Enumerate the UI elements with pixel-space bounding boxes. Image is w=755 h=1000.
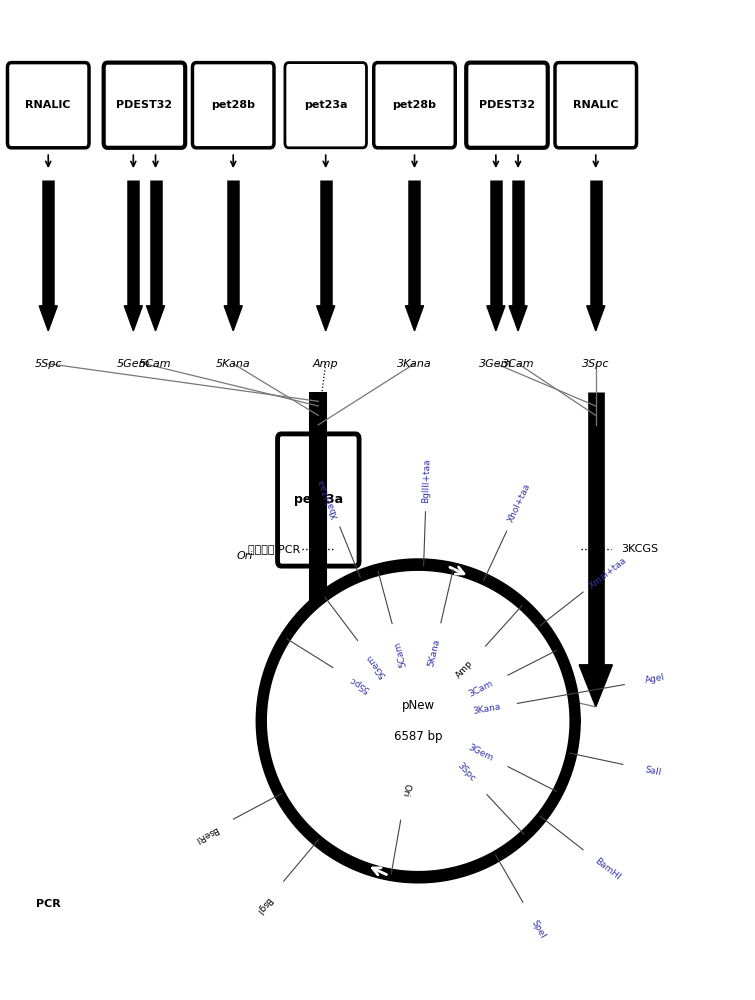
Polygon shape bbox=[39, 306, 57, 331]
Text: XbaI+taa: XbaI+taa bbox=[316, 477, 341, 519]
FancyBboxPatch shape bbox=[103, 63, 185, 148]
Text: 5Cam: 5Cam bbox=[393, 640, 408, 667]
Text: pet23a: pet23a bbox=[294, 493, 343, 506]
FancyBboxPatch shape bbox=[285, 63, 366, 148]
Polygon shape bbox=[125, 306, 143, 331]
FancyBboxPatch shape bbox=[467, 63, 548, 148]
Text: XhoI+taa: XhoI+taa bbox=[507, 482, 533, 524]
Text: RNALIC: RNALIC bbox=[573, 100, 618, 110]
Text: 5Kana: 5Kana bbox=[427, 638, 442, 668]
Text: 5SGCKA: 5SGCKA bbox=[374, 739, 418, 749]
Text: pNew: pNew bbox=[402, 699, 435, 712]
Text: BsgI: BsgI bbox=[254, 895, 273, 915]
Text: 5Kana: 5Kana bbox=[216, 359, 251, 369]
Text: 3Gem: 3Gem bbox=[479, 359, 513, 369]
Text: 3KCGS: 3KCGS bbox=[621, 544, 658, 554]
Polygon shape bbox=[146, 306, 165, 331]
Text: 3Spc: 3Spc bbox=[582, 359, 609, 369]
Text: 3Cam: 3Cam bbox=[467, 679, 494, 699]
Text: 3片段无酶克隆: 3片段无酶克隆 bbox=[359, 768, 403, 778]
Text: PCR: PCR bbox=[36, 899, 60, 909]
FancyBboxPatch shape bbox=[374, 63, 455, 148]
Text: SpeI: SpeI bbox=[529, 918, 547, 940]
Text: 5Spc: 5Spc bbox=[347, 674, 371, 694]
Text: AgeI: AgeI bbox=[644, 673, 665, 685]
Text: Ori: Ori bbox=[236, 551, 253, 561]
Text: 重叠延伸 PCR: 重叠延伸 PCR bbox=[248, 544, 300, 554]
Polygon shape bbox=[579, 665, 612, 707]
Polygon shape bbox=[300, 662, 337, 707]
Text: BseRI: BseRI bbox=[193, 824, 219, 844]
Text: 6587 bp: 6587 bp bbox=[394, 730, 442, 743]
FancyBboxPatch shape bbox=[278, 434, 359, 566]
Text: 5Spc: 5Spc bbox=[35, 359, 62, 369]
Polygon shape bbox=[405, 306, 424, 331]
Text: pet28b: pet28b bbox=[393, 100, 436, 110]
Text: pet23a: pet23a bbox=[304, 100, 347, 110]
FancyBboxPatch shape bbox=[193, 63, 274, 148]
Text: Amp: Amp bbox=[313, 359, 338, 369]
Text: SalI: SalI bbox=[644, 765, 662, 777]
Text: 3Cam: 3Cam bbox=[502, 359, 535, 369]
Text: PDEST32: PDEST32 bbox=[116, 100, 172, 110]
Text: 3Kana: 3Kana bbox=[472, 702, 501, 716]
Text: Amp: Amp bbox=[455, 658, 475, 680]
Polygon shape bbox=[224, 306, 242, 331]
Polygon shape bbox=[487, 306, 505, 331]
Polygon shape bbox=[509, 306, 527, 331]
Polygon shape bbox=[267, 571, 569, 871]
Text: Ori: Ori bbox=[400, 782, 411, 797]
Polygon shape bbox=[316, 306, 334, 331]
Text: 5Gem: 5Gem bbox=[365, 652, 388, 679]
Text: 3Gem: 3Gem bbox=[467, 742, 495, 763]
Polygon shape bbox=[587, 306, 605, 331]
Text: RNALIC: RNALIC bbox=[26, 100, 71, 110]
Text: BglIII+taa: BglIII+taa bbox=[421, 458, 432, 503]
Text: 5Cam: 5Cam bbox=[139, 359, 172, 369]
Text: 5Gem: 5Gem bbox=[116, 359, 150, 369]
Text: pet28b: pet28b bbox=[211, 100, 255, 110]
Text: XmaI+taa: XmaI+taa bbox=[587, 556, 628, 590]
FancyBboxPatch shape bbox=[8, 63, 89, 148]
Text: 3Kana: 3Kana bbox=[397, 359, 432, 369]
Text: PDEST32: PDEST32 bbox=[479, 100, 535, 110]
Text: 3Spc: 3Spc bbox=[455, 761, 476, 783]
Text: BamHI: BamHI bbox=[593, 856, 622, 882]
FancyBboxPatch shape bbox=[555, 63, 636, 148]
